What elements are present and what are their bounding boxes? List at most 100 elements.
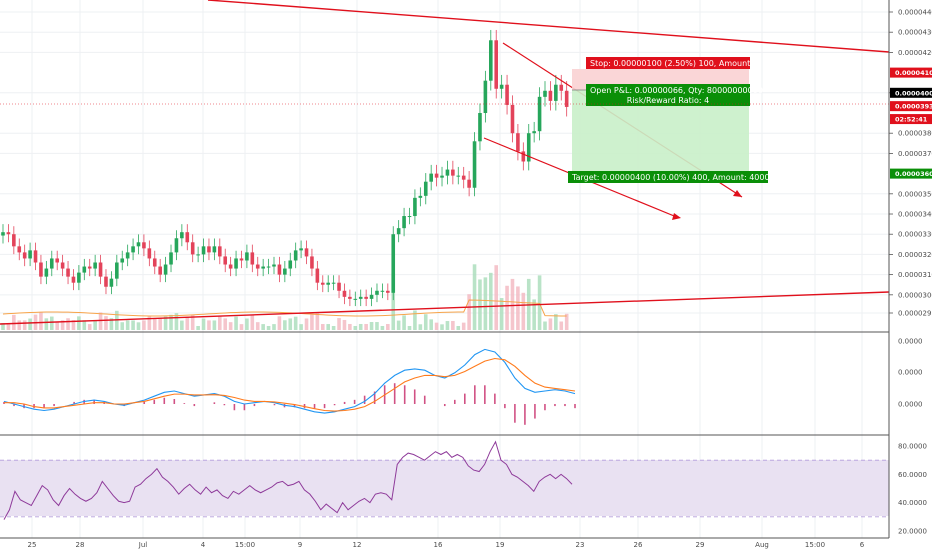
candle-body[interactable] (109, 278, 114, 287)
candle-body[interactable] (98, 262, 103, 277)
candle-body[interactable] (315, 268, 320, 283)
candle-body[interactable] (266, 266, 271, 268)
candle-body[interactable] (17, 246, 22, 253)
candle-body[interactable] (499, 84, 504, 89)
candle-body[interactable] (564, 90, 569, 107)
candle-body[interactable] (423, 181, 428, 196)
candle-body[interactable] (554, 84, 558, 101)
candle-body[interactable] (104, 276, 108, 287)
candle-body[interactable] (115, 262, 119, 279)
candle-body[interactable] (174, 238, 179, 253)
candle-body[interactable] (348, 296, 352, 299)
candle-body[interactable] (93, 262, 97, 269)
candle-body[interactable] (207, 246, 211, 253)
candle-body[interactable] (489, 40, 493, 81)
candle-body[interactable] (87, 266, 92, 269)
candle-body[interactable] (1, 232, 5, 236)
candle-body[interactable] (445, 169, 450, 176)
candle-body[interactable] (326, 282, 330, 285)
candle-body[interactable] (369, 294, 374, 299)
candle-body[interactable] (158, 266, 162, 275)
candle-body[interactable] (71, 276, 76, 283)
candle-body[interactable] (537, 96, 542, 132)
candle-body[interactable] (543, 90, 547, 97)
candle-body[interactable] (163, 264, 168, 275)
candle-body[interactable] (386, 290, 390, 293)
candle-body[interactable] (22, 252, 27, 259)
candle-body[interactable] (342, 290, 347, 297)
candle-body[interactable] (272, 264, 276, 267)
candle-body[interactable] (120, 258, 125, 263)
candle-body[interactable] (510, 104, 515, 134)
candle-body[interactable] (310, 256, 314, 269)
candle-body[interactable] (33, 250, 38, 263)
candle-body[interactable] (147, 248, 152, 259)
candle-body[interactable] (288, 260, 293, 269)
candle-body[interactable] (169, 252, 173, 265)
candles[interactable] (1, 29, 569, 307)
candle-body[interactable] (418, 195, 423, 198)
candle-body[interactable] (293, 250, 298, 261)
candle-body[interactable] (353, 298, 358, 300)
candle-body[interactable] (532, 131, 536, 134)
candle-body[interactable] (461, 175, 466, 180)
candle-body[interactable] (180, 232, 184, 239)
candle-body[interactable] (245, 252, 249, 261)
candle-body[interactable] (277, 264, 282, 275)
position-tool[interactable]: Stop: 0.00000100 (2.50%) 100, Amount: 0 … (568, 57, 780, 183)
candle-body[interactable] (413, 197, 417, 217)
candle-body[interactable] (60, 262, 65, 269)
candle-body[interactable] (261, 266, 265, 269)
candle-body[interactable] (402, 216, 406, 229)
candle-body[interactable] (559, 84, 564, 91)
candle-body[interactable] (196, 254, 200, 256)
candle-body[interactable] (6, 232, 11, 235)
candle-body[interactable] (283, 268, 287, 275)
candle-body[interactable] (49, 258, 54, 269)
candle-body[interactable] (320, 282, 325, 285)
candle-body[interactable] (228, 264, 233, 269)
candle-body[interactable] (467, 179, 471, 188)
candle-body[interactable] (218, 246, 222, 257)
candle-body[interactable] (255, 264, 260, 269)
candle-body[interactable] (380, 290, 385, 292)
candle-body[interactable] (451, 169, 455, 176)
candle-body[interactable] (66, 268, 70, 277)
candle-body[interactable] (516, 133, 520, 152)
candle-body[interactable] (407, 216, 412, 218)
candle-body[interactable] (142, 242, 146, 249)
candle-body[interactable] (250, 252, 255, 265)
candle-body[interactable] (131, 246, 135, 253)
candle-body[interactable] (55, 258, 59, 263)
candle-body[interactable] (472, 141, 477, 188)
candle-body[interactable] (364, 296, 368, 299)
candle-body[interactable] (82, 266, 87, 273)
candle-body[interactable] (185, 232, 190, 243)
time-axis[interactable]: 25 28 Jul 4 15:00 9 12 16 19 23 26 29 Aug 15:00 6 (28, 541, 865, 549)
candle-body[interactable] (125, 252, 130, 259)
candle-body[interactable] (478, 113, 482, 142)
candle-body[interactable] (358, 296, 363, 299)
candle-body[interactable] (396, 228, 401, 235)
candle-body[interactable] (391, 234, 396, 293)
candle-body[interactable] (526, 133, 531, 162)
candle-body[interactable] (304, 248, 309, 257)
candle-body[interactable] (331, 282, 336, 284)
candle-body[interactable] (521, 151, 526, 162)
candle-body[interactable] (212, 246, 217, 253)
candle-body[interactable] (429, 173, 433, 182)
candle-body[interactable] (337, 282, 341, 291)
candle-body[interactable] (28, 250, 32, 259)
candle-body[interactable] (434, 173, 439, 178)
upper-trendline[interactable] (207, 0, 890, 53)
candle-body[interactable] (548, 90, 553, 101)
candle-body[interactable] (299, 248, 303, 251)
candle-body[interactable] (456, 175, 461, 177)
candle-body[interactable] (375, 290, 379, 295)
candle-body[interactable] (12, 234, 16, 247)
candle-body[interactable] (494, 40, 499, 89)
candle-body[interactable] (201, 246, 206, 255)
candle-body[interactable] (223, 256, 228, 265)
candle-body[interactable] (234, 258, 238, 269)
